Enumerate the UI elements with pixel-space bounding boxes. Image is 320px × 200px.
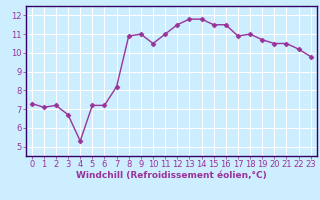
X-axis label: Windchill (Refroidissement éolien,°C): Windchill (Refroidissement éolien,°C) (76, 171, 267, 180)
